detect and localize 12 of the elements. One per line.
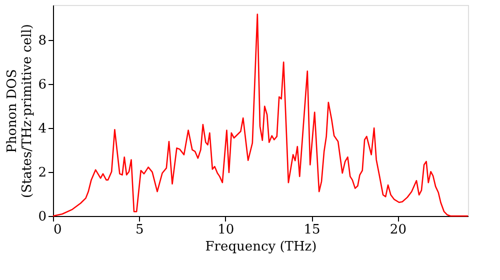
- x-tick-label: 0: [54, 222, 62, 238]
- y-tick-label: 6: [38, 78, 46, 93]
- x-tick-label: 20: [390, 222, 406, 238]
- x-axis-title: Frequency (THz): [205, 240, 317, 254]
- y-tick-label: 4: [38, 122, 46, 137]
- x-tick-label: 10: [218, 222, 234, 238]
- x-tick-label: 5: [136, 222, 144, 238]
- y-axis-title: Phonon DOS (States/THz·primitive cell): [5, 24, 36, 198]
- y-tick-label: 2: [38, 166, 46, 181]
- y-tick-label: 0: [38, 210, 46, 224]
- x-tick-label: 15: [304, 222, 320, 238]
- y-tick-label: 8: [38, 34, 46, 49]
